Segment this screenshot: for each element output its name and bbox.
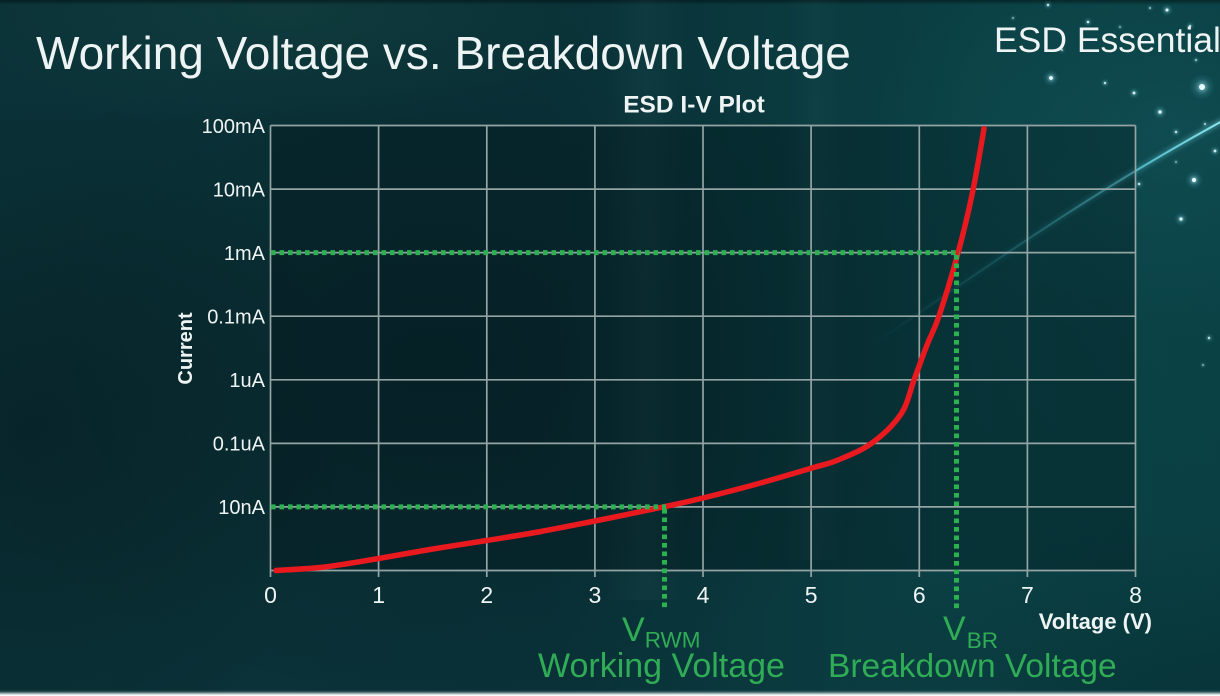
svg-text:7: 7 bbox=[1021, 582, 1034, 608]
svg-text:Breakdown Voltage: Breakdown Voltage bbox=[828, 648, 1117, 685]
svg-text:Current: Current bbox=[175, 312, 197, 385]
svg-text:1uA: 1uA bbox=[229, 370, 265, 392]
svg-text:4: 4 bbox=[697, 582, 710, 608]
svg-text:Working Voltage: Working Voltage bbox=[538, 647, 785, 685]
svg-text:5: 5 bbox=[805, 582, 818, 608]
svg-text:0.1mA: 0.1mA bbox=[207, 307, 265, 329]
svg-text:Voltage (V): Voltage (V) bbox=[1039, 609, 1152, 634]
svg-text:10nA: 10nA bbox=[218, 497, 265, 519]
svg-text:100mA: 100mA bbox=[202, 116, 266, 138]
svg-text:VBR: VBR bbox=[943, 610, 998, 653]
svg-text:3: 3 bbox=[589, 582, 602, 608]
svg-text:ESD I-V Plot: ESD I-V Plot bbox=[623, 92, 765, 119]
svg-text:10mA: 10mA bbox=[213, 179, 266, 201]
svg-text:2: 2 bbox=[480, 582, 493, 608]
svg-text:1mA: 1mA bbox=[224, 243, 266, 265]
svg-text:1: 1 bbox=[372, 582, 385, 608]
svg-text:ESD Essentials: ESD Essentials bbox=[994, 20, 1220, 60]
svg-text:0.1uA: 0.1uA bbox=[213, 434, 266, 456]
svg-text:Working Voltage vs. Breakdown: Working Voltage vs. Breakdown Voltage bbox=[36, 27, 851, 79]
svg-text:0: 0 bbox=[264, 582, 277, 608]
svg-text:6: 6 bbox=[913, 582, 926, 608]
svg-text:8: 8 bbox=[1129, 582, 1142, 608]
